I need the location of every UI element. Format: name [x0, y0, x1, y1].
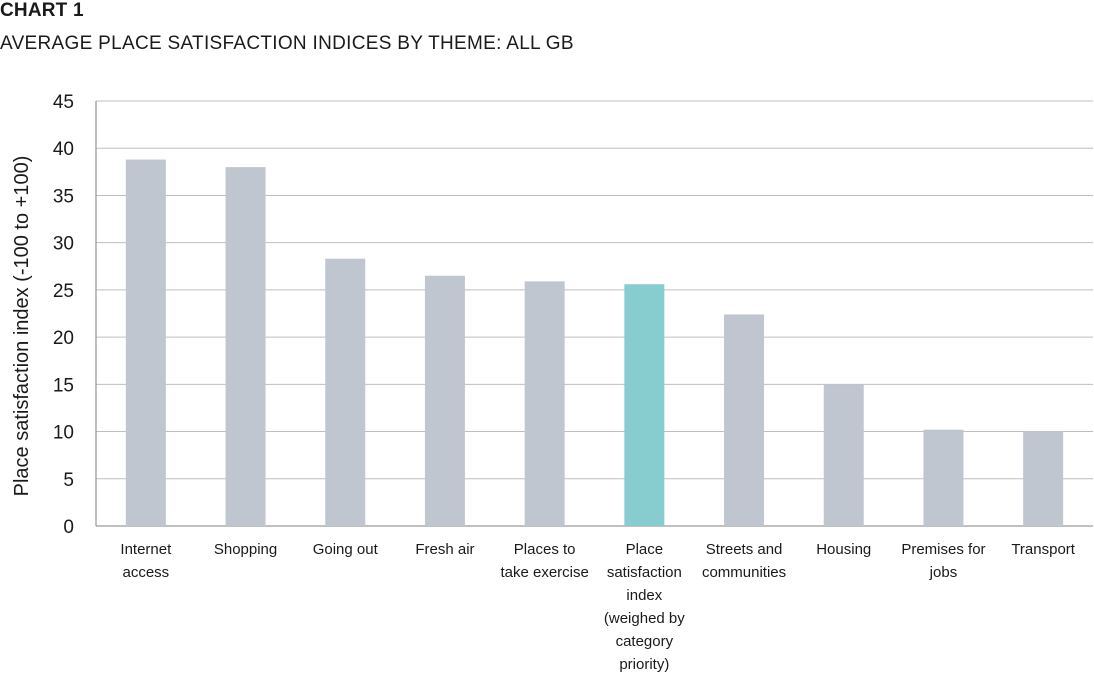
x-category-label: Transport	[1011, 541, 1075, 558]
y-tick-label: 35	[53, 186, 74, 207]
y-axis-ticks: 0 5 10 15 20 25 30 35 40 45	[53, 92, 74, 538]
chart-title: AVERAGE PLACE SATISFACTION INDICES BY TH…	[0, 33, 574, 54]
x-category-label: Place satisfaction index (weighed by categor…	[604, 541, 685, 673]
bar	[724, 314, 765, 526]
x-axis-categories: Internet access Shopping Going out Fresh air…	[120, 541, 1075, 673]
x-category-label: Shopping	[214, 541, 277, 558]
bars	[125, 159, 1064, 527]
y-tick-label: 0	[63, 517, 74, 538]
x-category-label: Going out	[313, 541, 379, 558]
bar	[923, 429, 964, 526]
y-tick-label: 30	[53, 234, 74, 255]
bar	[125, 159, 166, 527]
bar	[624, 284, 665, 526]
y-tick-label: 20	[53, 328, 74, 349]
y-axis-label: Place satisfaction index (-100 to +100)	[11, 156, 33, 497]
y-tick-label: 40	[53, 139, 74, 160]
y-tick-label: 45	[53, 92, 74, 113]
y-tick-label: 10	[53, 423, 74, 444]
y-tick-label: 25	[53, 281, 74, 302]
chart-label: CHART 1	[0, 0, 84, 21]
y-tick-label: 5	[63, 470, 74, 491]
bar	[325, 258, 366, 526]
bar	[225, 167, 266, 526]
x-category-label: Streets and communities	[702, 541, 786, 581]
bar	[424, 275, 465, 526]
x-category-label: Places to take exercise	[500, 541, 588, 581]
x-category-label: Fresh air	[415, 541, 474, 558]
bar	[1023, 431, 1064, 526]
bar	[524, 281, 565, 526]
x-category-label: Internet access	[120, 541, 172, 581]
y-tick-label: 15	[53, 375, 74, 396]
bar	[823, 384, 864, 526]
x-category-label: Housing	[816, 541, 871, 558]
x-category-label: Premises for jobs	[901, 541, 985, 581]
